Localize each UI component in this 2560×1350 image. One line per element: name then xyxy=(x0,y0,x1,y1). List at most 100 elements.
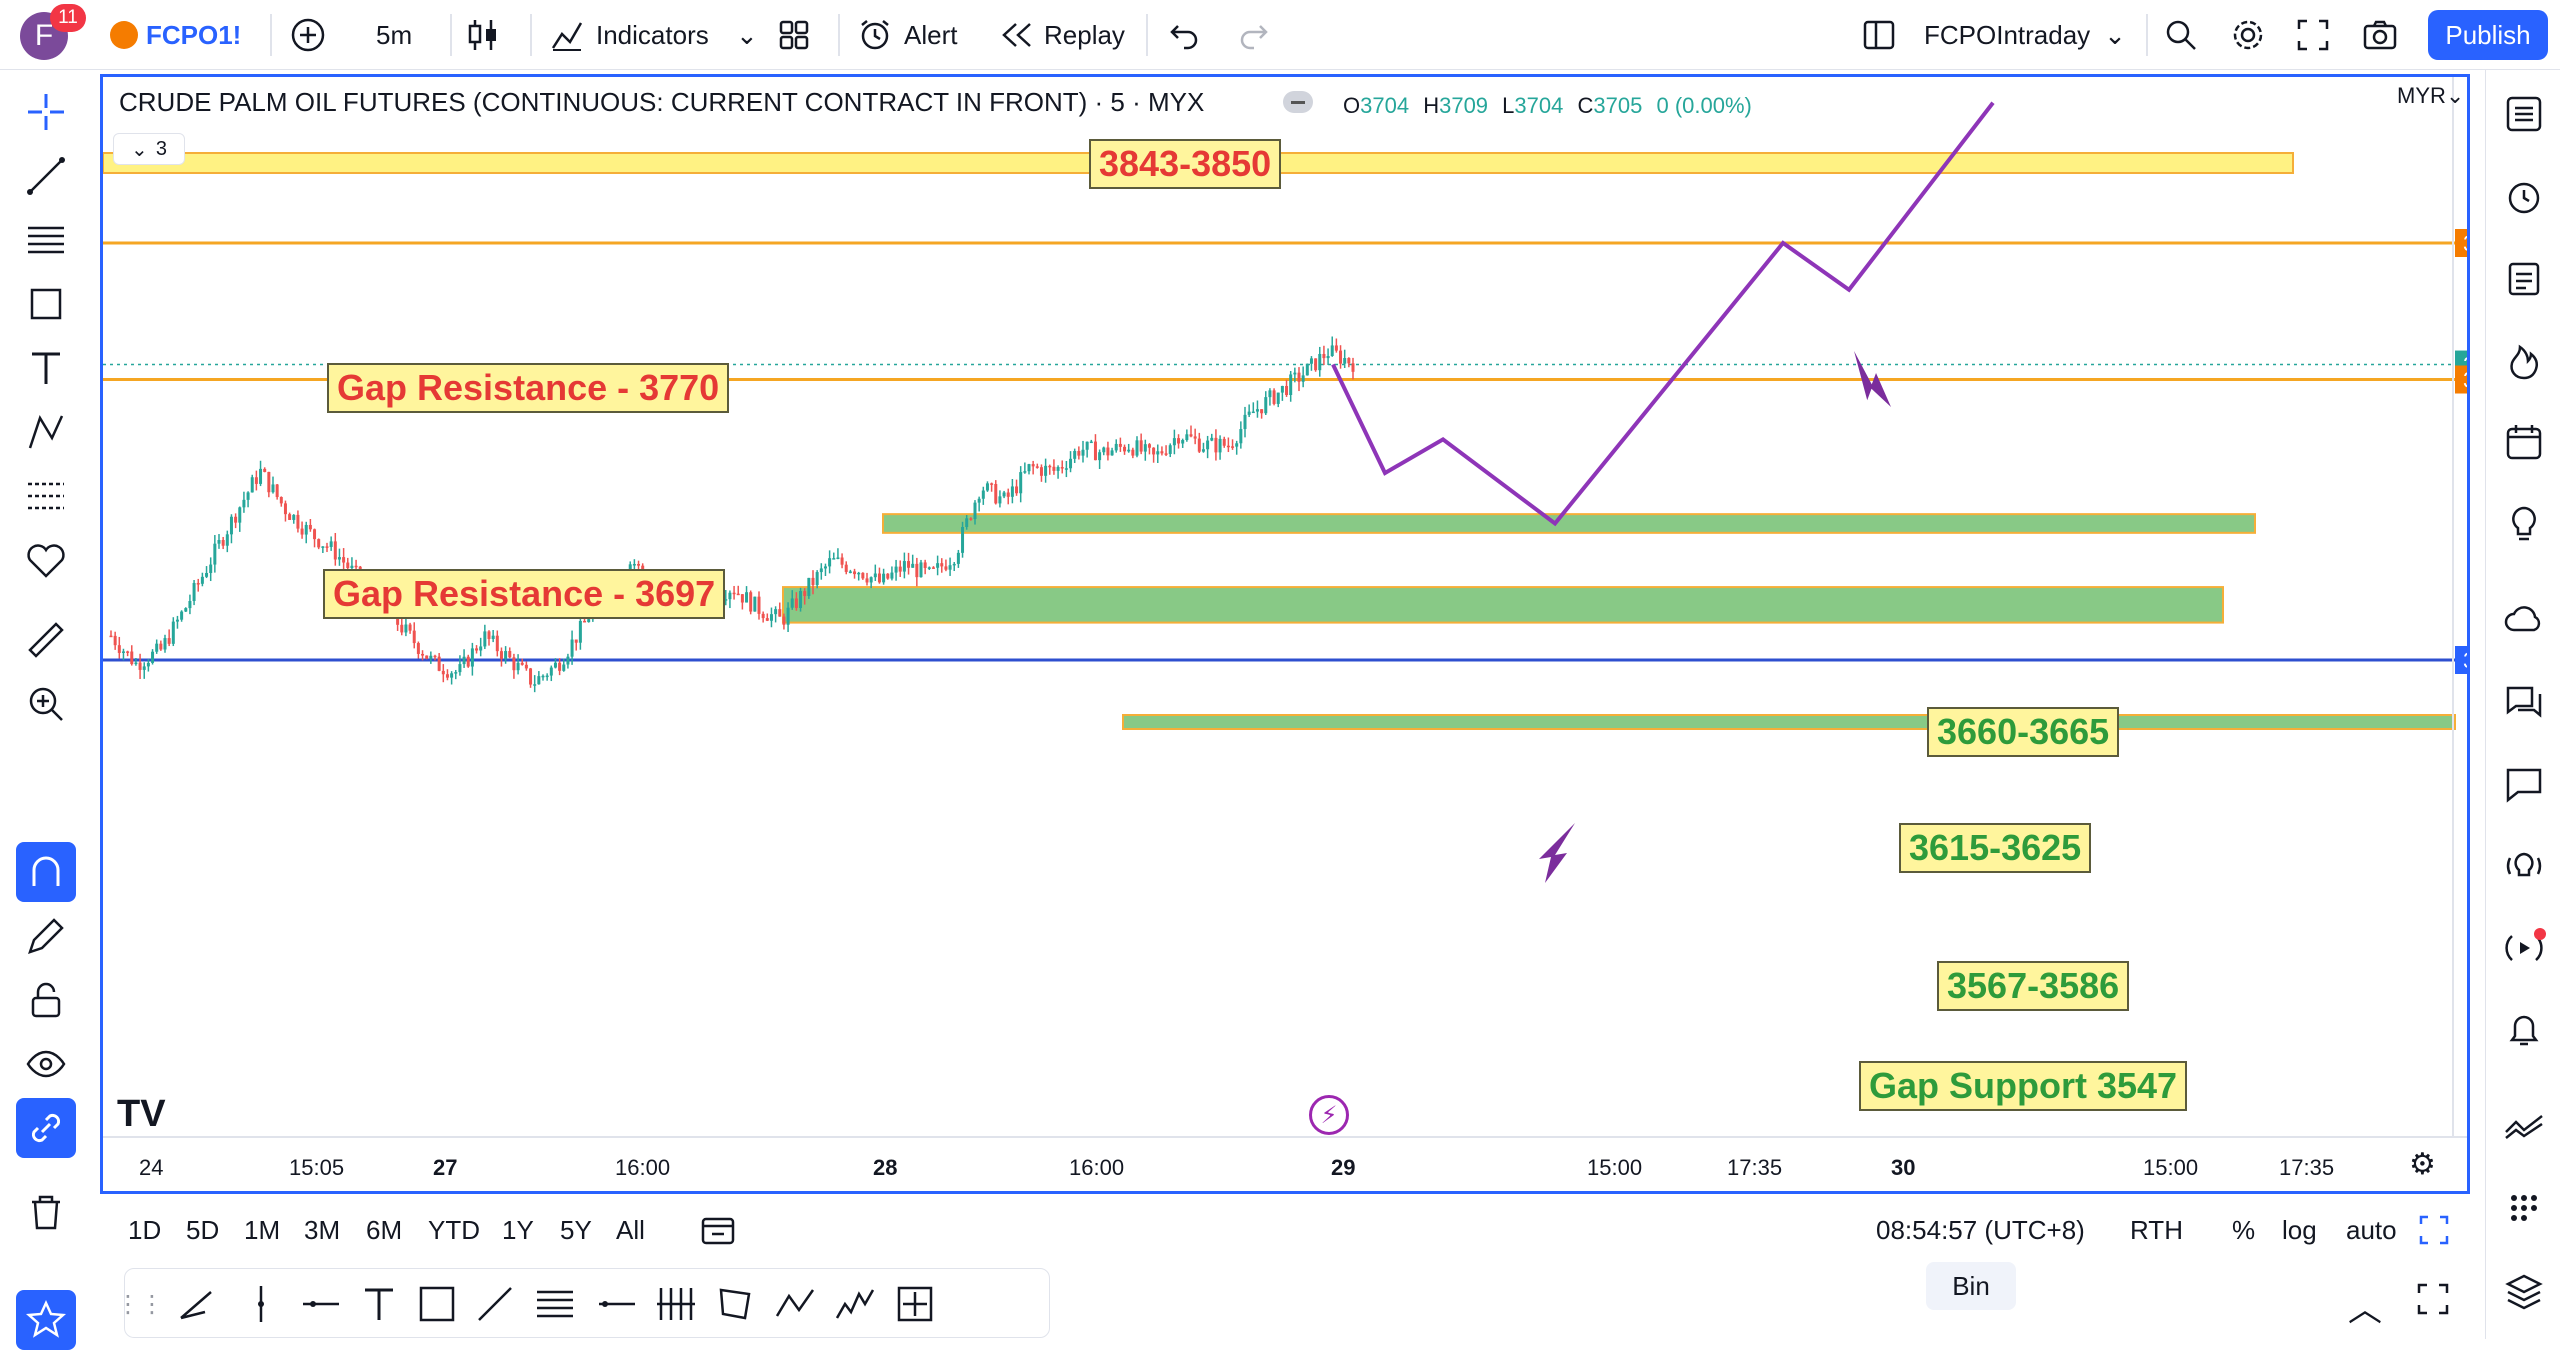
chart-type-button[interactable] xyxy=(466,0,500,70)
lock-tool[interactable] xyxy=(16,970,76,1030)
streams-button[interactable] xyxy=(2494,590,2554,650)
candle-body xyxy=(1339,350,1343,364)
templates-button[interactable] xyxy=(778,0,810,70)
axis-settings-icon[interactable]: ⚙ xyxy=(2409,1148,2436,1181)
sync-drawings-tool[interactable] xyxy=(16,1098,76,1158)
date-range-button[interactable] xyxy=(700,1200,736,1260)
prediction-tool[interactable] xyxy=(16,466,76,526)
range-1y-button[interactable]: 1Y xyxy=(502,1214,534,1245)
crosshair-tool[interactable] xyxy=(16,82,76,142)
fav-vertical-line-tool[interactable] xyxy=(231,1274,291,1334)
tips-button[interactable] xyxy=(2494,836,2554,896)
calendar-icon xyxy=(2506,425,2542,460)
data-window-button[interactable] xyxy=(2494,248,2554,308)
up-arrow-icon[interactable] xyxy=(1539,823,1575,883)
clock-readout[interactable]: 08:54:57 (UTC+8) xyxy=(1876,1214,2085,1245)
up-arrow-icon[interactable] xyxy=(1836,351,1906,412)
fav-polygon-tool[interactable] xyxy=(705,1274,765,1334)
hotlists-button[interactable] xyxy=(2494,330,2554,390)
range-1m-button[interactable]: 1M xyxy=(244,1214,281,1245)
trend-line-tool[interactable] xyxy=(16,146,76,206)
projection-path[interactable] xyxy=(1331,101,1995,527)
range-5d-button[interactable]: 5D xyxy=(186,1214,220,1245)
fav-horizontal-ray-tool[interactable] xyxy=(291,1274,351,1334)
range-6m-button[interactable]: 6M xyxy=(366,1214,403,1245)
layers-button[interactable] xyxy=(2494,1260,2554,1320)
compare-symbol-button[interactable] xyxy=(290,0,326,70)
drag-handle[interactable]: ⋮⋮ xyxy=(116,1274,164,1334)
text-tool[interactable] xyxy=(16,338,76,398)
fullscreen-button[interactable] xyxy=(2296,0,2330,70)
stay-drawing-tool[interactable] xyxy=(16,906,76,966)
currency-selector[interactable]: MYR⌄ xyxy=(2397,83,2464,109)
fav-ray-tool[interactable] xyxy=(587,1274,647,1334)
symbol-search-button[interactable]: FCPO1! xyxy=(110,0,241,70)
remove-drawings-tool[interactable] xyxy=(16,1182,76,1242)
layout-panel-button[interactable] xyxy=(1862,0,1896,70)
fav-elliott-tool[interactable] xyxy=(825,1274,885,1334)
settings-button[interactable] xyxy=(2230,0,2266,70)
favorites-tool[interactable] xyxy=(16,530,76,590)
fit-screen-button[interactable] xyxy=(2418,1200,2450,1260)
alert-button[interactable]: Alert xyxy=(858,0,957,70)
broadcast-button[interactable] xyxy=(2494,918,2554,978)
gap-resistance-3770-label: Gap Resistance - 3770 xyxy=(327,363,730,413)
redo-button[interactable] xyxy=(1236,0,1270,70)
search-button[interactable] xyxy=(2164,0,2198,70)
fav-trend-tool[interactable] xyxy=(167,1274,227,1334)
session-button[interactable]: RTH xyxy=(2130,1214,2183,1245)
magnet-tool[interactable] xyxy=(16,842,76,902)
watchlist-button[interactable] xyxy=(2494,84,2554,144)
interval-button[interactable]: 5m xyxy=(376,0,412,70)
fav-gann-tool[interactable] xyxy=(645,1274,705,1334)
chats-button[interactable] xyxy=(2494,672,2554,732)
range-1d-button[interactable]: 1D xyxy=(128,1214,162,1245)
publish-button[interactable]: Publish xyxy=(2428,10,2548,60)
range-all-button[interactable]: All xyxy=(616,1214,645,1245)
fav-line-tool[interactable] xyxy=(465,1274,525,1334)
notifications-button[interactable] xyxy=(2494,1000,2554,1060)
fav-abcd-tool[interactable] xyxy=(765,1274,825,1334)
fav-parallel-channel-tool[interactable] xyxy=(525,1274,585,1334)
legend-expand-button[interactable]: ⌄ 3 xyxy=(113,133,185,165)
price-zone[interactable] xyxy=(1122,714,2456,730)
snapshot-button[interactable] xyxy=(2362,0,2398,70)
trading-panel-button[interactable] xyxy=(2494,1096,2554,1156)
range-3m-button[interactable]: 3M xyxy=(304,1214,341,1245)
fib-tool[interactable] xyxy=(16,210,76,270)
calendar-button[interactable] xyxy=(2494,412,2554,472)
lightning-icon[interactable]: ⚡ xyxy=(1309,1095,1349,1135)
shapes-tool[interactable] xyxy=(16,274,76,334)
pattern-tool[interactable] xyxy=(16,402,76,462)
indicators-button[interactable]: Indicators xyxy=(550,0,709,70)
percent-scale-button[interactable]: % xyxy=(2232,1214,2256,1245)
notes-button[interactable] xyxy=(2494,754,2554,814)
auto-scale-button[interactable]: auto xyxy=(2346,1214,2397,1245)
undo-button[interactable] xyxy=(1168,0,1202,70)
measure-tool[interactable] xyxy=(16,610,76,670)
range-5y-button[interactable]: 5Y xyxy=(560,1214,592,1245)
indicators-dropdown[interactable]: ⌄ xyxy=(736,0,758,70)
fav-rectangle-tool[interactable] xyxy=(407,1274,467,1334)
ideas-button[interactable] xyxy=(2494,494,2554,554)
fav-text-tool[interactable] xyxy=(349,1274,409,1334)
candle-body xyxy=(329,541,333,547)
alerts-panel-button[interactable] xyxy=(2494,166,2554,226)
fav-measure-tool[interactable] xyxy=(885,1274,945,1334)
price-zone[interactable] xyxy=(782,586,2224,624)
chart-pane[interactable]: 3540356035803600362036403660368037203740… xyxy=(100,74,2470,1194)
maximize-panel-button[interactable] xyxy=(2416,1282,2450,1321)
log-scale-button[interactable]: log xyxy=(2282,1214,2317,1245)
collapse-toolbar-button[interactable]: ︿ xyxy=(2348,1291,2382,1329)
range-ytd-button[interactable]: YTD xyxy=(428,1214,480,1245)
legend-minimize-button[interactable] xyxy=(1283,91,1313,113)
candle-body xyxy=(1276,392,1280,404)
price-chart[interactable]: 3540356035803600362036403660368037203740… xyxy=(103,77,2467,1191)
zoom-tool[interactable] xyxy=(16,674,76,734)
replay-button[interactable]: Replay xyxy=(1000,0,1125,70)
dom-button[interactable] xyxy=(2494,1178,2554,1238)
watchlist-star-button[interactable] xyxy=(16,1290,76,1350)
hide-tool[interactable] xyxy=(16,1034,76,1094)
price-zone[interactable] xyxy=(882,513,2256,534)
layout-name-button[interactable]: FCPOIntraday ⌄ xyxy=(1924,0,2126,70)
